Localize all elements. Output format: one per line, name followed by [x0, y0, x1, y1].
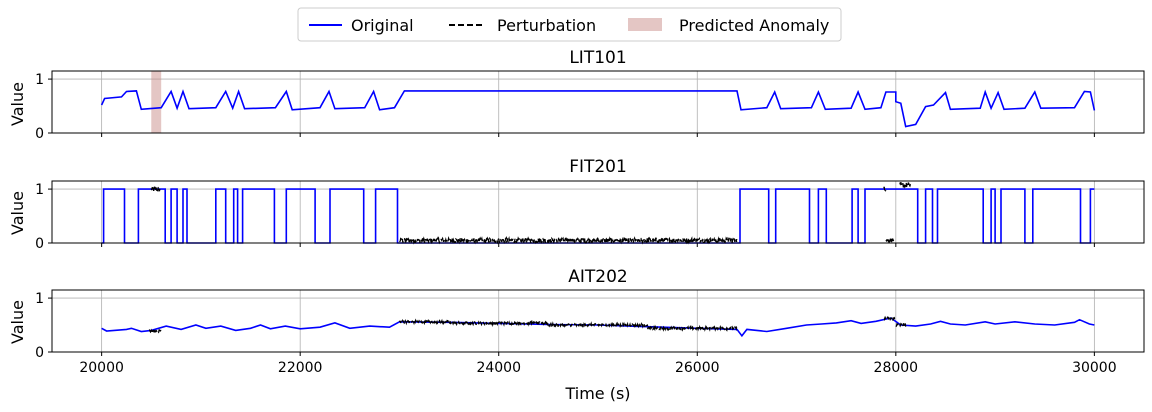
plot-frame-lit101	[51, 70, 1145, 134]
y-axis-label-fit201: Value	[8, 191, 27, 235]
y-tick-label: 1	[35, 72, 44, 88]
series-original-lit101	[100, 89, 1096, 128]
series-perturbation-fit201	[899, 181, 911, 189]
legend-label-predicted-anomaly: Predicted Anomaly	[679, 16, 829, 35]
series-perturbation-ait202	[646, 324, 738, 333]
series-perturbation-ait202	[398, 318, 450, 326]
plot-area-lit101	[52, 71, 1144, 133]
legend-label-original: Original	[351, 16, 414, 35]
series-perturbation-ait202	[895, 322, 907, 328]
panel-title-lit101: LIT101	[569, 48, 626, 68]
x-tick-label: 20000	[79, 360, 124, 376]
x-tick-label: 24000	[476, 360, 521, 376]
series-perturbation-fit201	[885, 238, 895, 244]
panel-title-ait202: AIT202	[568, 267, 627, 287]
panel-fit201: FIT201 Value 0 1	[8, 157, 1145, 252]
plot-frame-fit201	[51, 180, 1145, 244]
x-tick-label: 26000	[675, 360, 720, 376]
y-tick-label: 0	[35, 345, 44, 361]
panel-ait202: AIT202 Value 0 1 20000 22000 24000 26000 28000…	[8, 267, 1145, 376]
series-perturbation-fit201	[399, 235, 738, 245]
panel-title-fit201: FIT201	[569, 157, 627, 177]
series-perturbation-ait202	[448, 319, 549, 328]
legend-box	[297, 7, 842, 42]
y-tick-label: 0	[35, 126, 44, 142]
legend-swatch-predicted-anomaly	[628, 18, 662, 31]
y-axis-label-ait202: Value	[8, 300, 27, 344]
legend: Original Perturbation Predicted Anomaly	[297, 7, 842, 42]
series-perturbation-ait202	[547, 321, 649, 329]
x-tick-label: 30000	[1072, 360, 1117, 376]
plot-area-ait202	[52, 290, 1144, 352]
predicted-anomaly-region	[151, 71, 162, 133]
y-axis-label-lit101: Value	[8, 82, 27, 126]
series-perturbation-fit201	[150, 186, 161, 192]
x-tick-label: 28000	[874, 360, 919, 376]
y-tick-label: 1	[35, 182, 44, 198]
y-tick-label: 0	[35, 236, 44, 252]
y-tick-label: 1	[35, 291, 44, 307]
series-perturbation-fit201	[883, 186, 887, 195]
legend-label-perturbation: Perturbation	[497, 16, 596, 35]
series-perturbation-ait202	[148, 328, 162, 334]
x-axis-label: Time (s)	[564, 384, 630, 403]
x-tick-label: 22000	[278, 360, 323, 376]
panel-lit101: LIT101 Value 0 1	[8, 48, 1145, 142]
plot-frame-ait202	[51, 289, 1145, 353]
series-perturbation-ait202	[883, 315, 897, 321]
